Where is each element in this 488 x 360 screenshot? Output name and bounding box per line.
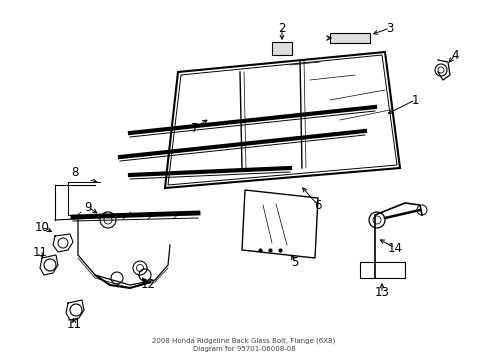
Polygon shape [271, 42, 291, 55]
Text: 5: 5 [291, 256, 298, 269]
Text: 12: 12 [140, 279, 155, 292]
Text: 1: 1 [410, 94, 418, 107]
Text: 6: 6 [314, 198, 321, 212]
Text: 8: 8 [71, 166, 79, 179]
Text: 7: 7 [191, 122, 198, 135]
Text: 9: 9 [84, 201, 92, 213]
Text: 14: 14 [386, 242, 402, 255]
Text: 4: 4 [450, 49, 458, 62]
Text: 13: 13 [374, 287, 388, 300]
Text: 11: 11 [66, 319, 81, 332]
Text: 11: 11 [32, 247, 47, 260]
Text: 10: 10 [35, 220, 49, 234]
Text: 3: 3 [386, 22, 393, 35]
Polygon shape [329, 33, 369, 43]
Text: 2: 2 [278, 22, 285, 35]
Text: 2008 Honda Ridgeline Back Glass Bolt, Flange (6X8)
Diagram for 95701-06008-08: 2008 Honda Ridgeline Back Glass Bolt, Fl… [152, 338, 335, 352]
